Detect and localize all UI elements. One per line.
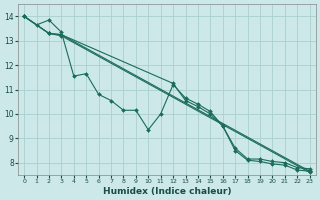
X-axis label: Humidex (Indice chaleur): Humidex (Indice chaleur)	[103, 187, 231, 196]
